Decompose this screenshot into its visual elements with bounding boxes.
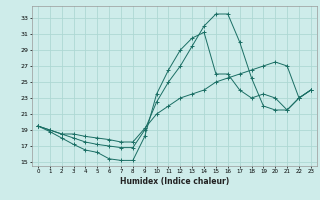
X-axis label: Humidex (Indice chaleur): Humidex (Indice chaleur) [120,177,229,186]
